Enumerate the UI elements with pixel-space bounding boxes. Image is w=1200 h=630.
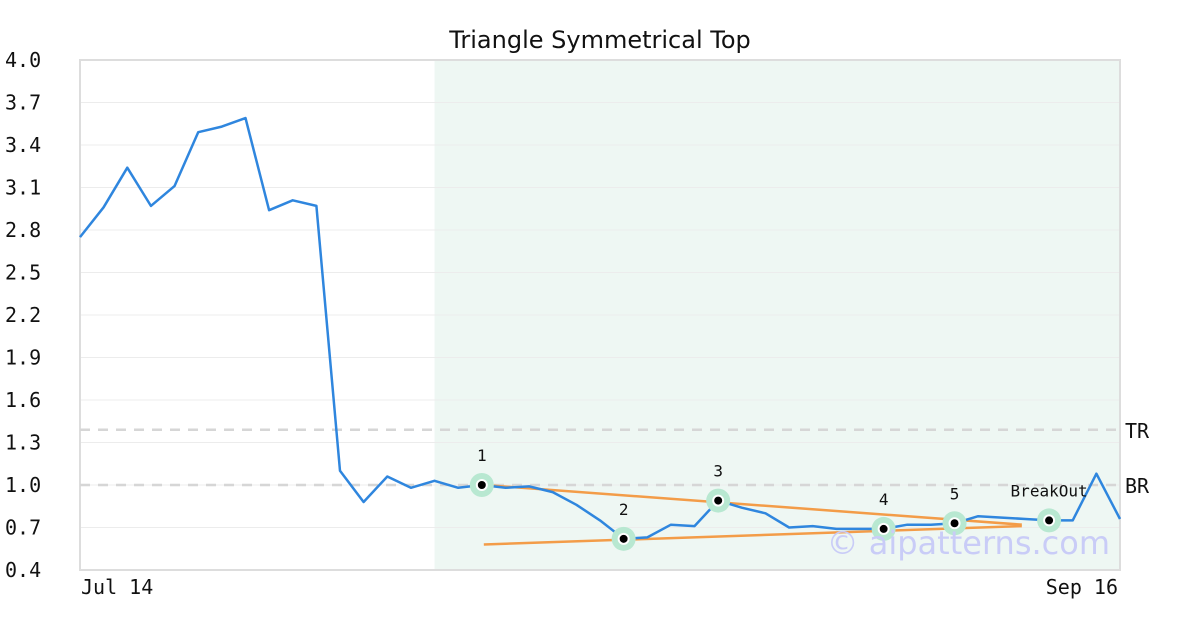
y-tick-label: 3.1: [5, 176, 41, 200]
pattern-point-marker: [475, 479, 488, 491]
y-tick-label: 1.9: [5, 346, 41, 370]
pattern-point-label: 2: [619, 500, 629, 519]
y-tick-label: 0.4: [5, 558, 41, 582]
y-tick-label: 1.0: [5, 473, 41, 497]
pattern-points: 1 2 3 4 5 BreakOut: [469, 446, 1088, 551]
x-tick-label-start: Jul 14: [81, 575, 153, 599]
y-tick-label: 2.2: [5, 303, 41, 327]
pattern-point-marker: [877, 522, 890, 535]
x-axis: Jul 14 Sep 16: [81, 575, 1118, 599]
pattern-point-label: 3: [713, 462, 723, 481]
y-tick-label: 2.8: [5, 218, 41, 242]
y-tick-label: 3.7: [5, 91, 41, 115]
pattern-point-label: 4: [879, 490, 889, 509]
trend-line: [483, 483, 1022, 526]
y-tick-label: 2.5: [5, 261, 41, 285]
pattern-point-marker: [712, 494, 725, 507]
y-tick-label: 0.7: [5, 516, 41, 540]
reference-label-tr: TR: [1125, 419, 1150, 443]
y-tick-label: 1.6: [5, 388, 41, 412]
y-tick-label: 1.3: [5, 431, 41, 455]
trend-line: [483, 524, 1022, 546]
pattern-point-label: 1: [477, 446, 487, 465]
pattern-point-marker: [1043, 514, 1056, 527]
plot-frame: [79, 59, 1121, 571]
chart-title: Triangle Symmetrical Top: [448, 26, 751, 54]
x-tick-label-end: Sep 16: [1046, 575, 1118, 599]
pattern-point-marker: [617, 532, 630, 545]
y-tick-label: 4.0: [5, 48, 41, 72]
trend-lines: [483, 483, 1022, 546]
pattern-point-marker: [948, 517, 961, 530]
reference-label-br: BR: [1125, 474, 1150, 498]
y-tick-label: 3.4: [5, 133, 41, 157]
reference-lines: TR BR: [80, 419, 1150, 498]
watermark: © aipatterns.com: [827, 524, 1110, 562]
pattern-point-label: 5: [950, 484, 960, 503]
y-axis: 4.0 3.7 3.4 3.1 2.8 2.5 2.2 1.9 1.6 1.3 1.0 0.7 0.4: [5, 48, 41, 582]
pattern-point-label: BreakOut: [1011, 481, 1088, 500]
